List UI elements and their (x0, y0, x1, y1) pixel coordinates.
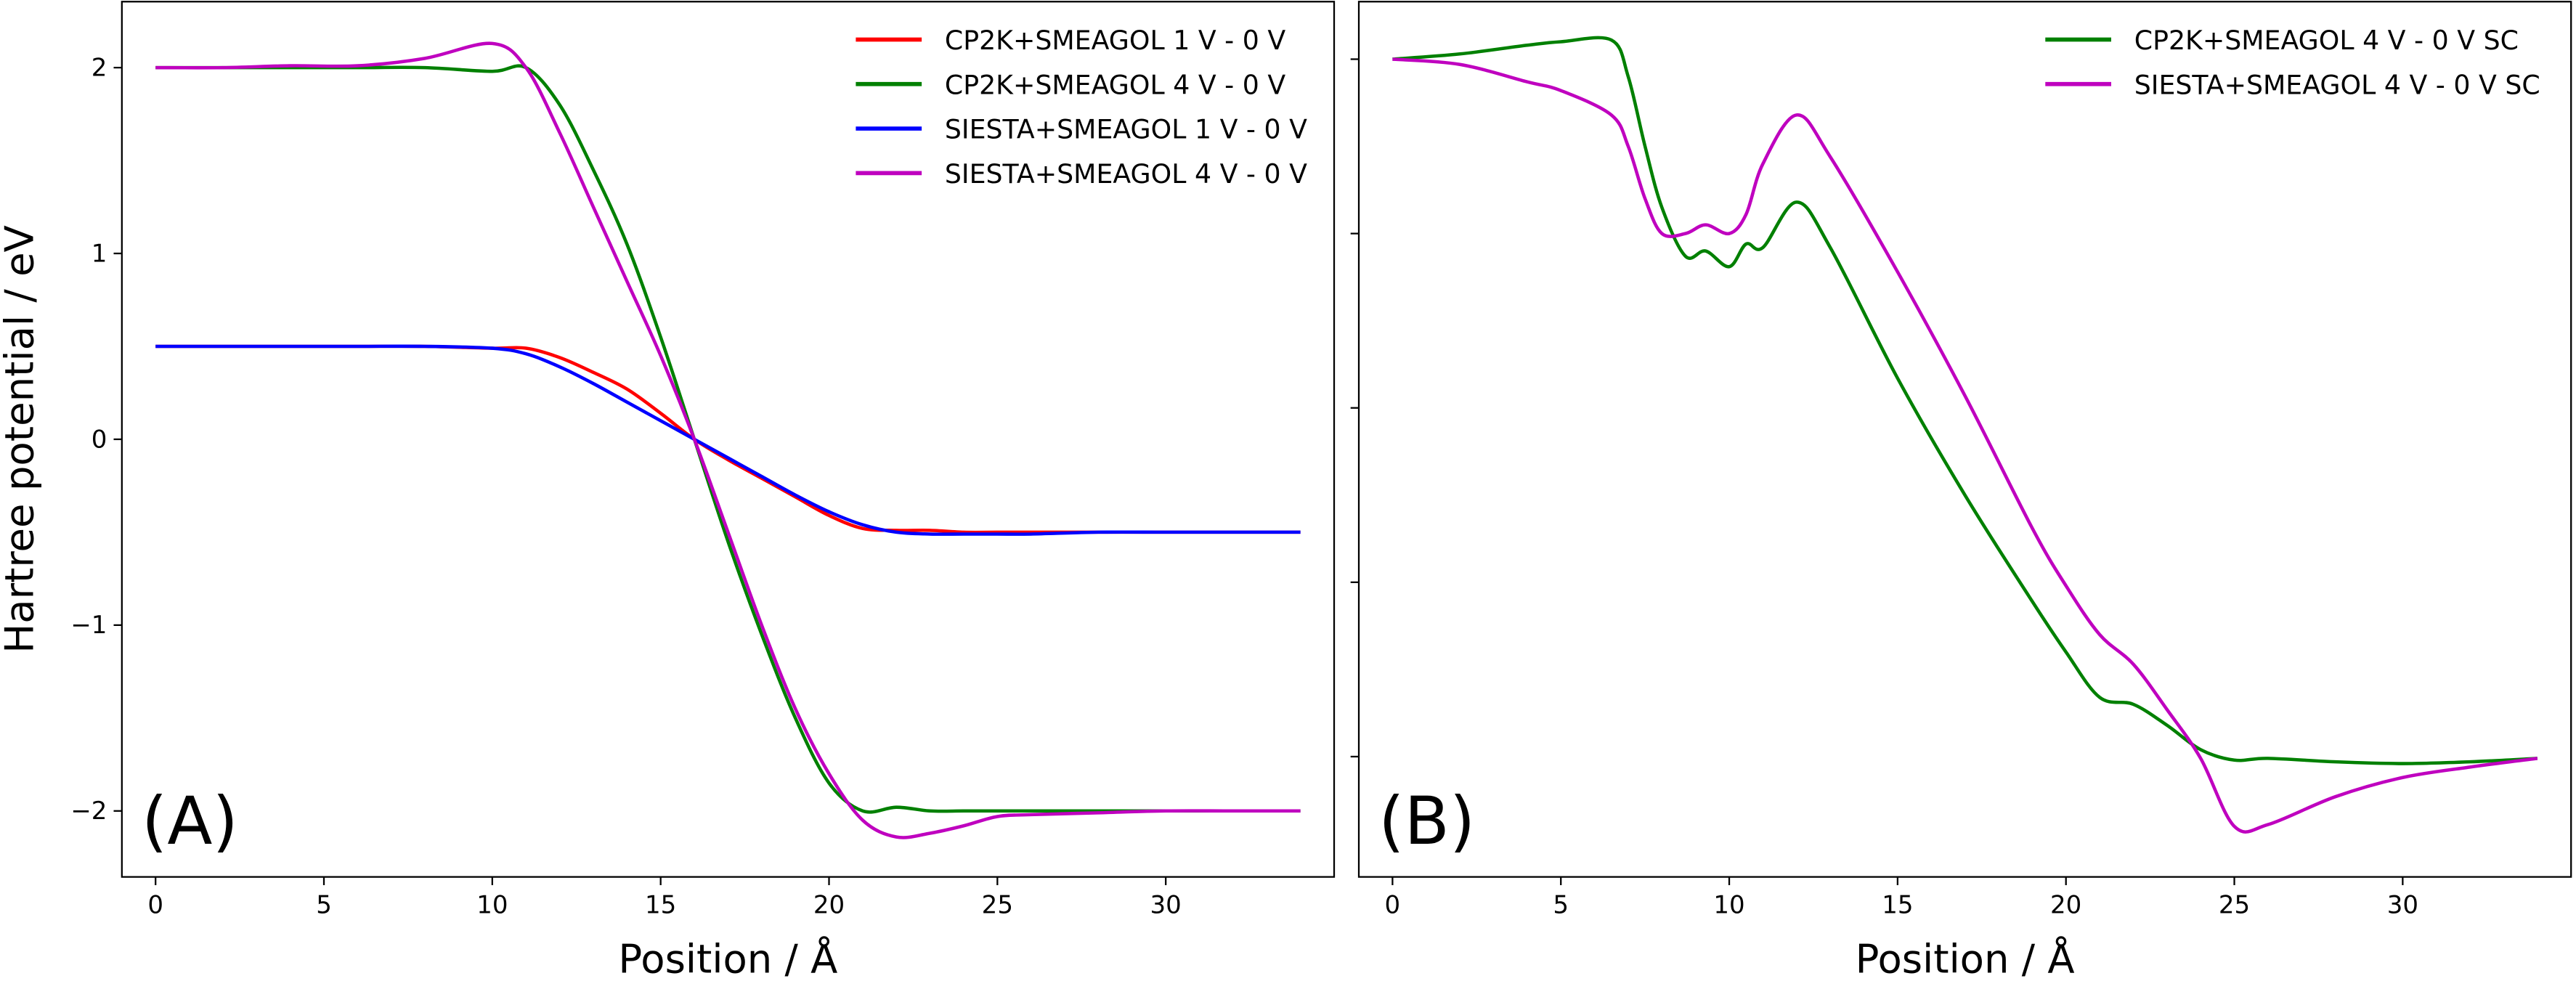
y-tick-label: 0 (92, 425, 107, 454)
axes-frame (1357, 1, 2572, 878)
series-line (1392, 57, 2538, 834)
series-line (155, 344, 1301, 536)
x-tick-label: 25 (2219, 891, 2250, 920)
x-tick-label: 20 (813, 891, 845, 920)
x-tick-label: 5 (316, 891, 332, 920)
legend-label: SIESTA+SMEAGOL 4 V - 0 V (945, 158, 1307, 190)
series-line (155, 41, 1301, 839)
x-tick-label: 0 (1385, 891, 1401, 920)
legend-label: CP2K+SMEAGOL 1 V - 0 V (945, 25, 1286, 56)
x-tick-label: 10 (1713, 891, 1744, 920)
x-axis-label: Position / Å (1856, 935, 2075, 982)
x-tick-label: 30 (1150, 891, 1182, 920)
x-axis-label: Position / Å (618, 935, 837, 982)
series-line (155, 64, 1301, 814)
legend-label: SIESTA+SMEAGOL 1 V - 0 V (945, 114, 1307, 145)
x-tick-label: 15 (1882, 891, 1913, 920)
x-tick-label: 0 (147, 891, 163, 920)
x-tick-label: 25 (982, 891, 1013, 920)
x-tick-label: 5 (1553, 891, 1569, 920)
legend-label: CP2K+SMEAGOL 4 V - 0 V SC (2134, 25, 2519, 56)
y-axis-label: Hartree potential / eV (0, 225, 42, 654)
y-tick-label: 1 (92, 239, 107, 268)
legend-label: CP2K+SMEAGOL 4 V - 0 V (945, 69, 1286, 100)
x-tick-label: 30 (2387, 891, 2418, 920)
y-tick-label: 2 (92, 53, 107, 82)
legend-label: SIESTA+SMEAGOL 4 V - 0 V SC (2134, 69, 2540, 100)
x-tick-label: 10 (476, 891, 508, 920)
y-tick-label: −2 (70, 797, 107, 826)
x-tick-label: 20 (2050, 891, 2081, 920)
axes-frame (121, 1, 1336, 878)
panel-label: (A) (142, 784, 238, 860)
series-line (1392, 36, 2538, 765)
series-line (155, 344, 1301, 534)
x-tick-label: 15 (645, 891, 676, 920)
y-tick-label: −1 (70, 611, 107, 640)
panel-label: (B) (1378, 784, 1475, 860)
